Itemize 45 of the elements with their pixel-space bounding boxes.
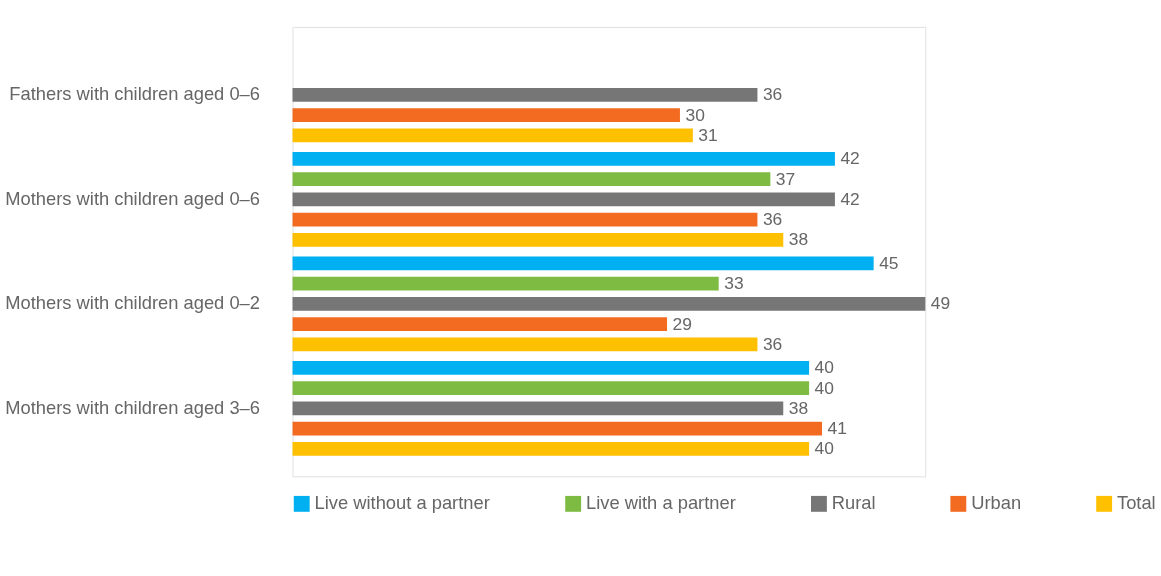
bar bbox=[292, 361, 810, 375]
bar bbox=[292, 192, 835, 207]
bar bbox=[292, 172, 771, 187]
bar bbox=[292, 401, 784, 416]
legend-label: Total bbox=[1116, 492, 1156, 514]
bar bbox=[292, 212, 758, 227]
data-label: 40 bbox=[814, 438, 834, 459]
data-label: 40 bbox=[814, 357, 834, 378]
data-label: 37 bbox=[775, 168, 796, 189]
bar bbox=[292, 152, 835, 166]
legend-label: Rural bbox=[831, 492, 876, 514]
data-label: 40 bbox=[814, 377, 834, 398]
data-label: 42 bbox=[840, 148, 860, 169]
bar bbox=[292, 337, 758, 352]
bar bbox=[292, 128, 693, 143]
data-label: 38 bbox=[788, 229, 809, 250]
data-label: 42 bbox=[840, 188, 860, 209]
data-label: 29 bbox=[672, 313, 692, 334]
bar bbox=[292, 381, 810, 396]
y-tick-label: Mothers with children aged 3–6 bbox=[5, 396, 260, 418]
data-label: 49 bbox=[930, 293, 951, 314]
bar bbox=[292, 88, 758, 102]
bar bbox=[292, 108, 680, 123]
bar bbox=[292, 232, 784, 247]
y-tick-label: Mothers with children aged 0–2 bbox=[5, 292, 260, 314]
data-label: 38 bbox=[788, 397, 809, 418]
y-tick-label: Mothers with children aged 0–6 bbox=[5, 187, 260, 209]
legend-label: Live without a partner bbox=[314, 492, 490, 514]
legend-label: Urban bbox=[971, 492, 1022, 514]
data-label: 30 bbox=[685, 104, 705, 125]
data-label: 36 bbox=[762, 209, 783, 230]
bar bbox=[292, 256, 874, 271]
bar bbox=[292, 276, 719, 291]
y-tick-label: Fathers with children aged 0–6 bbox=[9, 83, 260, 105]
data-label: 41 bbox=[827, 418, 847, 439]
bar bbox=[292, 441, 810, 456]
data-label: 33 bbox=[724, 273, 744, 294]
legend-label: Live with a partner bbox=[586, 492, 736, 514]
data-label: 45 bbox=[879, 252, 899, 273]
bar bbox=[292, 421, 823, 436]
data-label: 31 bbox=[698, 124, 718, 145]
bar bbox=[292, 317, 668, 332]
bar bbox=[292, 297, 926, 311]
data-label: 36 bbox=[762, 84, 783, 105]
data-label: 36 bbox=[762, 333, 783, 354]
